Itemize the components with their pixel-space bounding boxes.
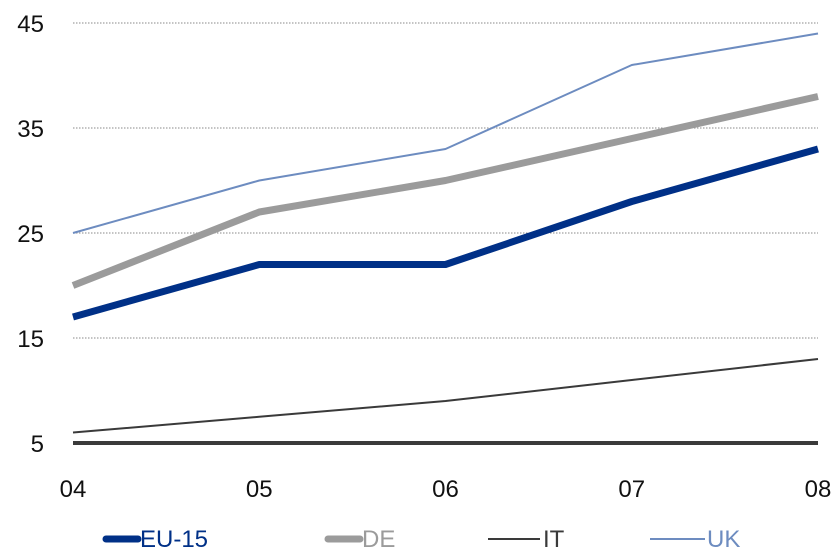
x-tick-label: 07 — [618, 476, 645, 503]
y-tick-label: 45 — [17, 11, 44, 38]
x-tick-label: 06 — [432, 476, 459, 503]
y-tick-label: 25 — [17, 221, 44, 248]
series-line-uk — [72, 32, 819, 234]
series-line-eu-15 — [72, 145, 819, 321]
legend-label-it: IT — [543, 526, 565, 553]
y-axis-tick-labels: 45 35 25 15 5 — [17, 11, 44, 458]
series-line-it — [72, 358, 819, 434]
legend-label-de: DE — [362, 526, 395, 553]
y-tick-label: 5 — [31, 431, 44, 458]
y-tick-label: 35 — [17, 116, 44, 143]
x-tick-label: 05 — [246, 476, 273, 503]
x-tick-label: 04 — [60, 476, 87, 503]
y-tick-label: 15 — [17, 326, 44, 353]
legend-label-uk: UK — [707, 526, 740, 553]
x-tick-label: 08 — [805, 476, 832, 503]
legend-label-eu-15: EU-15 — [140, 526, 208, 553]
series-line-de — [71, 93, 819, 289]
legend: EU-15 DE IT UK — [102, 526, 740, 553]
series-lines — [71, 32, 819, 434]
x-axis-tick-labels: 04 05 06 07 08 — [60, 476, 832, 503]
